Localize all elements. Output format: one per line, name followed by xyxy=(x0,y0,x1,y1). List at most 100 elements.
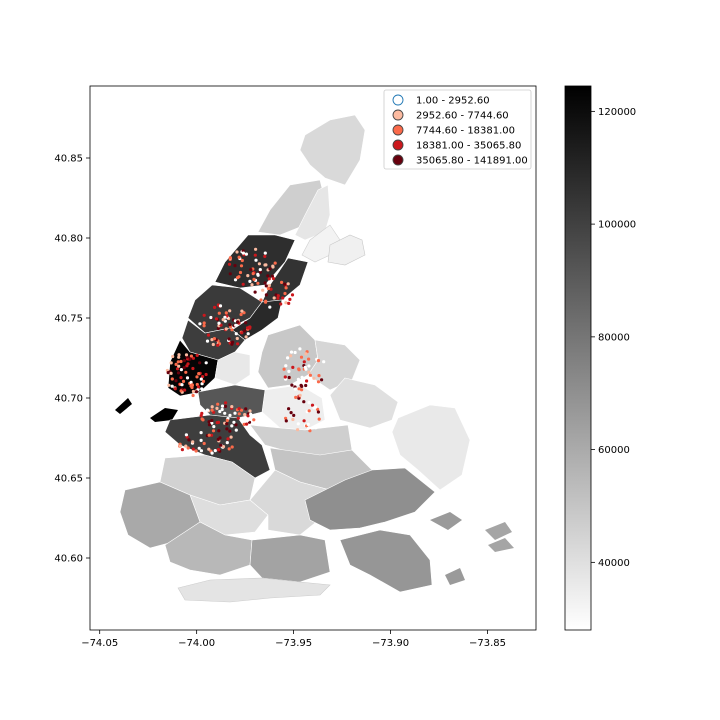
data-point xyxy=(252,418,256,422)
data-point xyxy=(177,364,181,368)
data-point xyxy=(200,382,204,386)
data-point xyxy=(284,286,288,290)
data-point xyxy=(198,361,202,365)
data-point xyxy=(290,383,294,387)
data-point xyxy=(257,262,261,266)
data-point xyxy=(200,417,204,421)
data-point xyxy=(237,407,241,411)
data-point xyxy=(210,421,214,425)
x-axis-ticks: −74.05 −74.00 −73.95 −73.90 −73.85 xyxy=(81,630,506,649)
colorbar-tick-label: 80000 xyxy=(598,332,630,343)
data-point xyxy=(289,354,293,358)
data-point xyxy=(294,395,298,399)
data-point xyxy=(261,288,265,292)
data-point xyxy=(293,387,297,391)
data-point xyxy=(182,366,186,370)
region-jackson xyxy=(329,377,399,429)
data-point xyxy=(220,404,225,408)
data-point xyxy=(272,296,276,300)
data-point xyxy=(202,441,206,446)
data-point xyxy=(307,409,311,413)
data-point xyxy=(236,276,240,280)
data-point xyxy=(216,402,220,406)
data-point xyxy=(296,377,300,381)
data-point xyxy=(233,264,237,268)
data-point xyxy=(202,313,206,317)
data-point xyxy=(170,377,174,381)
data-point xyxy=(179,368,183,372)
data-point xyxy=(228,429,232,433)
data-point xyxy=(234,423,238,427)
data-point xyxy=(306,422,310,426)
region-park-slope xyxy=(164,414,271,479)
data-point xyxy=(210,408,214,412)
data-point xyxy=(238,270,243,275)
data-point xyxy=(286,356,290,360)
data-point xyxy=(187,438,191,442)
data-point xyxy=(216,448,221,452)
y-tick-label: 40.70 xyxy=(54,394,83,405)
data-point xyxy=(180,383,184,387)
data-point xyxy=(302,360,306,364)
region-rikers xyxy=(327,234,366,266)
data-point xyxy=(307,364,311,368)
data-point xyxy=(195,353,199,357)
data-point xyxy=(258,268,262,272)
data-point xyxy=(176,360,180,364)
data-point xyxy=(202,321,206,325)
colorbar xyxy=(564,85,592,631)
colorbar-ticks: 40000 60000 80000 100000 120000 xyxy=(591,107,636,569)
data-point xyxy=(283,375,287,379)
data-point xyxy=(207,420,211,424)
data-point xyxy=(213,449,217,453)
data-point xyxy=(207,423,212,427)
data-point xyxy=(244,407,248,411)
data-point xyxy=(210,418,214,423)
data-point xyxy=(263,263,267,267)
data-point xyxy=(227,447,231,451)
data-point xyxy=(258,270,262,274)
colorbar-gradient xyxy=(564,85,592,631)
x-tick-label: −73.95 xyxy=(275,638,312,649)
data-point xyxy=(183,388,187,392)
data-point xyxy=(189,380,193,384)
data-point xyxy=(237,255,241,259)
region-rockaway xyxy=(339,529,433,593)
data-point xyxy=(221,318,225,322)
colorbar-tick-label: 60000 xyxy=(598,445,630,456)
region-island-1 xyxy=(430,512,462,530)
data-point xyxy=(212,425,216,429)
data-point xyxy=(210,451,214,455)
data-point xyxy=(241,282,245,286)
data-point xyxy=(267,283,271,288)
data-point xyxy=(269,287,273,291)
data-point xyxy=(225,441,229,445)
data-point xyxy=(268,267,272,271)
data-point xyxy=(254,247,258,251)
data-point xyxy=(225,422,229,426)
data-point xyxy=(229,435,233,439)
data-point xyxy=(306,426,311,430)
data-point xyxy=(299,355,304,359)
data-point xyxy=(218,304,223,308)
data-point xyxy=(288,297,292,301)
data-point xyxy=(243,413,247,417)
data-point xyxy=(298,347,302,351)
data-point xyxy=(211,342,215,347)
data-point xyxy=(207,447,211,451)
data-point xyxy=(290,293,295,297)
data-point xyxy=(254,258,258,262)
legend-box xyxy=(383,89,532,170)
data-point xyxy=(308,373,312,377)
data-point xyxy=(228,413,232,417)
data-point xyxy=(267,277,271,281)
y-tick-label: 40.85 xyxy=(54,154,83,165)
data-point xyxy=(287,369,291,373)
region-lower-east xyxy=(214,351,251,386)
data-point xyxy=(166,371,170,375)
region-liberty xyxy=(150,408,178,422)
legend-marker xyxy=(392,139,404,151)
data-point xyxy=(316,407,320,411)
data-point xyxy=(263,251,267,255)
